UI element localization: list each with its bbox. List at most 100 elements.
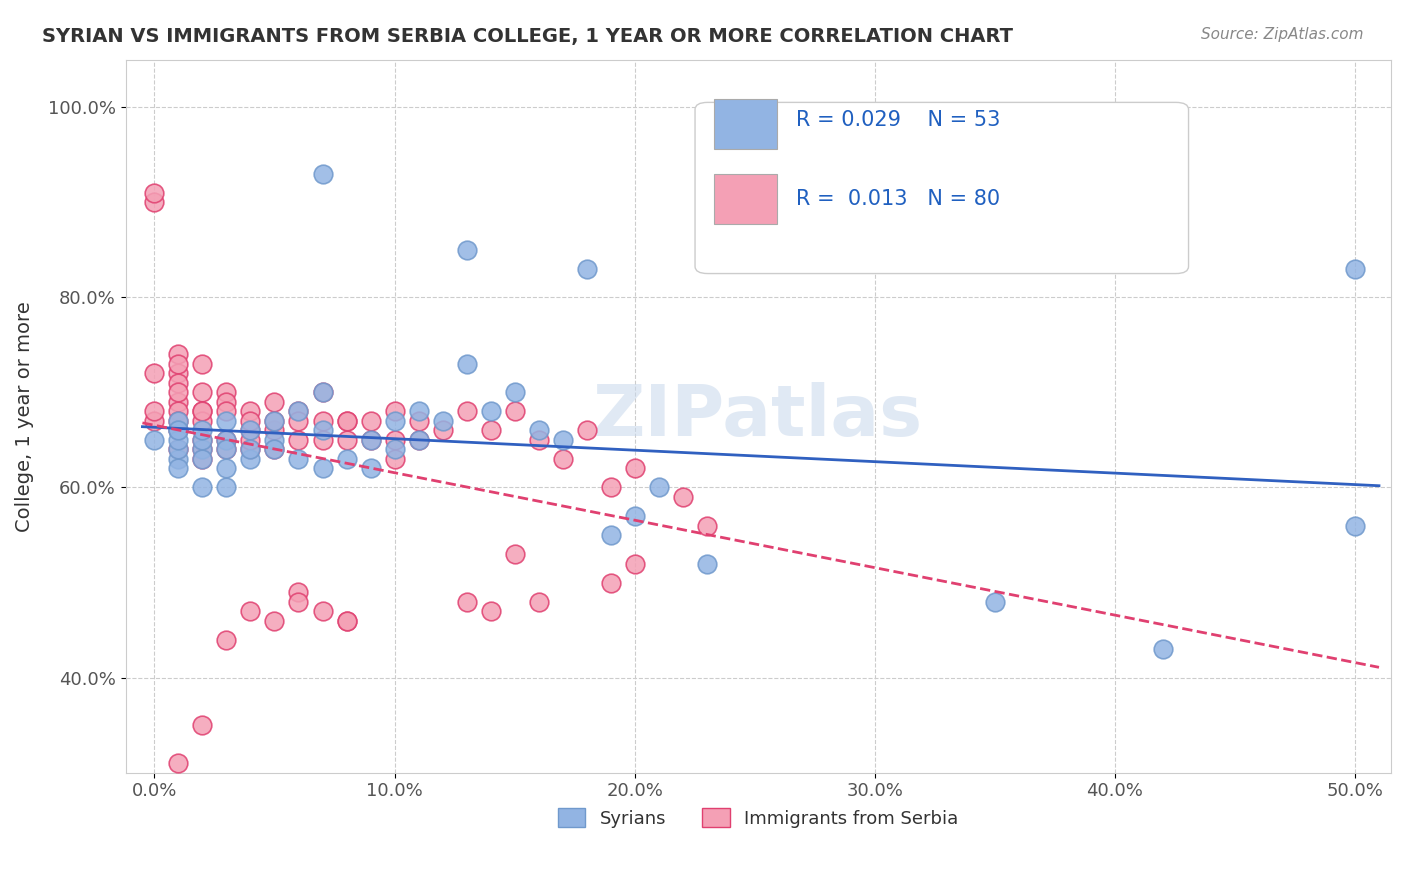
Point: [167, 367, 190, 381]
Point: [432, 424, 454, 438]
Point: [191, 433, 214, 447]
Point: [191, 424, 214, 438]
Point: [191, 357, 214, 371]
Point: [143, 367, 166, 381]
Point: [623, 557, 645, 571]
Point: [215, 404, 238, 418]
Point: [311, 424, 333, 438]
Point: [575, 424, 598, 438]
Point: [408, 433, 430, 447]
Point: [191, 404, 214, 418]
Point: [335, 614, 357, 628]
Point: [143, 195, 166, 210]
Point: [239, 442, 262, 457]
Legend: Syrians, Immigrants from Serbia: Syrians, Immigrants from Serbia: [551, 801, 966, 835]
Point: [215, 385, 238, 400]
Point: [984, 594, 1007, 608]
Point: [263, 433, 285, 447]
Point: [1152, 642, 1174, 657]
Point: [647, 481, 669, 495]
Point: [215, 414, 238, 428]
Point: [456, 594, 478, 608]
Point: [311, 385, 333, 400]
Point: [167, 756, 190, 771]
Text: Source: ZipAtlas.com: Source: ZipAtlas.com: [1201, 27, 1364, 42]
Point: [239, 433, 262, 447]
Point: [479, 404, 502, 418]
Point: [215, 442, 238, 457]
Point: [239, 424, 262, 438]
Point: [503, 547, 526, 561]
Point: [287, 585, 309, 599]
Point: [1344, 261, 1367, 276]
Point: [696, 518, 718, 533]
Point: [408, 414, 430, 428]
Point: [287, 452, 309, 467]
Point: [191, 404, 214, 418]
Point: [575, 261, 598, 276]
Point: [384, 442, 406, 457]
Point: [239, 604, 262, 618]
Point: [311, 385, 333, 400]
Point: [479, 424, 502, 438]
Text: ZIPatlas: ZIPatlas: [593, 382, 924, 450]
Point: [167, 442, 190, 457]
Point: [167, 433, 190, 447]
Point: [263, 442, 285, 457]
Point: [360, 461, 382, 475]
Point: [167, 414, 190, 428]
Point: [239, 452, 262, 467]
Point: [527, 594, 550, 608]
Point: [599, 528, 621, 542]
Point: [335, 452, 357, 467]
Point: [503, 404, 526, 418]
Y-axis label: College, 1 year or more: College, 1 year or more: [15, 301, 34, 532]
Point: [167, 414, 190, 428]
Point: [599, 575, 621, 590]
Point: [191, 442, 214, 457]
Point: [623, 461, 645, 475]
Point: [335, 433, 357, 447]
Point: [167, 404, 190, 418]
Point: [215, 433, 238, 447]
Point: [287, 594, 309, 608]
Point: [143, 414, 166, 428]
Point: [335, 614, 357, 628]
Point: [335, 414, 357, 428]
Point: [263, 424, 285, 438]
Point: [239, 424, 262, 438]
Point: [287, 404, 309, 418]
Point: [167, 347, 190, 361]
Point: [384, 404, 406, 418]
Point: [191, 481, 214, 495]
Point: [215, 395, 238, 409]
Point: [167, 452, 190, 467]
Text: R = 0.029    N = 53: R = 0.029 N = 53: [796, 111, 1001, 130]
Point: [167, 385, 190, 400]
Point: [551, 433, 574, 447]
Point: [456, 404, 478, 418]
Point: [408, 404, 430, 418]
Text: R =  0.013   N = 80: R = 0.013 N = 80: [796, 189, 1001, 209]
Point: [263, 614, 285, 628]
Point: [672, 490, 695, 504]
Point: [167, 461, 190, 475]
Point: [311, 433, 333, 447]
Point: [384, 452, 406, 467]
Point: [360, 414, 382, 428]
Point: [384, 433, 406, 447]
Point: [263, 414, 285, 428]
Point: [456, 357, 478, 371]
Point: [191, 433, 214, 447]
Point: [311, 167, 333, 181]
Point: [432, 414, 454, 428]
Point: [263, 395, 285, 409]
Point: [143, 404, 166, 418]
Point: [1344, 518, 1367, 533]
Point: [239, 414, 262, 428]
Point: [503, 385, 526, 400]
Point: [287, 414, 309, 428]
Point: [527, 433, 550, 447]
Point: [167, 424, 190, 438]
Point: [311, 461, 333, 475]
